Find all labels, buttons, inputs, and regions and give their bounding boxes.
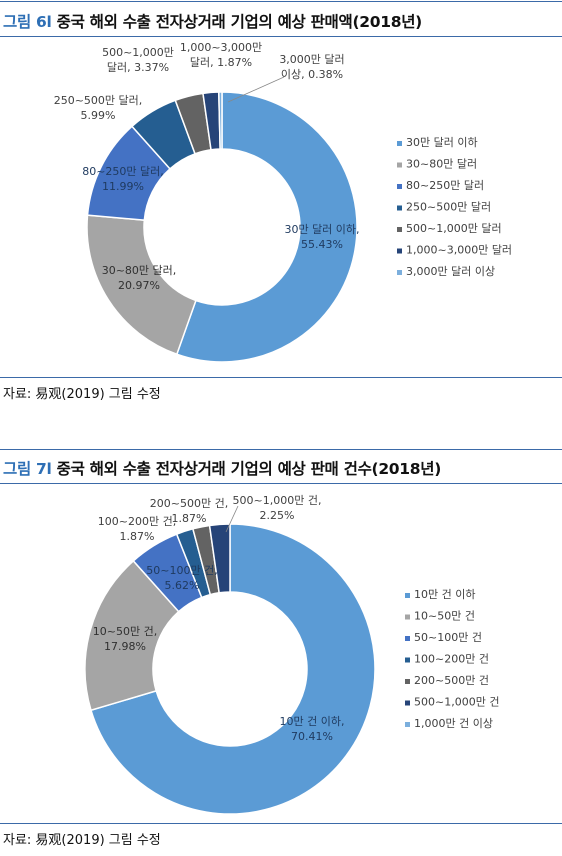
chart-7-legend-item-1: 10~50만 건	[414, 610, 475, 623]
figure-7-prefix: 그림	[3, 460, 31, 478]
chart-6-legend-item-0: 30만 달러 이하	[406, 135, 478, 149]
chart-7-data-label-4: 200~500만 건, 1.87%	[150, 497, 228, 525]
figure-6-title-text: 중국 해외 수출 전자상거래 기업의 예상 판매액(2018년)	[56, 13, 423, 31]
figure-7-number: 7	[36, 460, 47, 478]
chart-7-legend-swatch-0	[405, 593, 410, 598]
chart-6-legend-item-4: 500~1,000만 달러	[406, 222, 502, 235]
chart-7-data-label-5: 500~1,000만 건, 2.25%	[233, 494, 322, 522]
chart-7-data-label-2: 50~100만 건, 5.62%	[146, 564, 217, 592]
figure-7-title-rule	[0, 483, 562, 484]
chart-7-legend-item-2: 50~100만 건	[414, 631, 482, 644]
figure-7-bottom-rule	[0, 823, 562, 824]
chart-6-legend-swatch-0	[397, 141, 402, 146]
chart-6-legend-swatch-1	[397, 162, 402, 168]
chart-6-legend-swatch-2	[397, 184, 402, 189]
chart-7-slice-0	[90, 523, 376, 815]
chart-6-legend-item-6: 3,000만 달러 이상	[406, 265, 495, 278]
figure-7-title-text: 중국 해외 수출 전자상거래 기업의 예상 판매 건수(2018년)	[56, 460, 442, 478]
chart-6-slice-1	[86, 214, 197, 356]
top-rule	[0, 1, 562, 2]
figure-6-separator: l	[46, 13, 52, 31]
chart-7: 10만 건 이하, 70.41% 10~50만 건, 17.98% 50~100만 건,…	[84, 494, 499, 815]
chart-6-legend-swatch-4	[397, 227, 402, 232]
chart-6-legend-item-3: 250~500만 달러	[406, 201, 491, 214]
chart-6-data-label-5: 1,000~3,000만 달러, 1.87%	[180, 41, 262, 69]
chart-7-legend-swatch-2	[405, 636, 410, 641]
figure-6-source: 자료: 易观(2019) 그림 수정	[3, 387, 161, 402]
chart-7-data-label-1: 10~50만 건, 17.98%	[93, 625, 157, 653]
chart-6-legend-swatch-5	[397, 248, 402, 254]
figure-6-bottom-rule	[0, 377, 562, 378]
chart-6-legend-item-2: 80~250만 달러	[406, 179, 484, 192]
chart-7-data-label-0: 10만 건 이하, 70.41%	[280, 714, 345, 743]
chart-6-legend-swatch-3	[397, 205, 402, 211]
chart-7-legend-swatch-3	[405, 657, 410, 663]
figure-6-title: 그림 6l 중국 해외 수출 전자상거래 기업의 예상 판매액(2018년)	[3, 10, 422, 32]
figure-7-separator: l	[46, 460, 52, 478]
chart-6-data-label-4: 500~1,000만 달러, 3.37%	[102, 46, 174, 74]
chart-6-legend-item-1: 30~80만 달러	[406, 158, 477, 171]
figure-7-source: 자료: 易观(2019) 그림 수정	[3, 833, 161, 848]
chart-7-legend-swatch-6	[405, 722, 410, 727]
figure-7-title: 그림 7l 중국 해외 수출 전자상거래 기업의 예상 판매 건수(2018년)	[3, 457, 441, 479]
chart-6-data-label-1: 30~80만 달러, 20.97%	[102, 264, 177, 292]
chart-6-legend-item-5: 1,000~3,000만 달러	[406, 244, 512, 257]
figure-6-number: 6	[36, 13, 47, 31]
chart-7-label-leader-5	[225, 505, 239, 533]
chart-7-legend-item-6: 1,000만 건 이상	[414, 717, 493, 730]
figure-6-title-rule	[0, 36, 562, 37]
chart-6-slice-0	[175, 91, 358, 363]
chart-7-legend-item-4: 200~500만 건	[414, 674, 489, 687]
chart-6-label-leader-6	[227, 76, 285, 103]
chart-6-legend-swatch-6	[397, 270, 402, 275]
chart-7-data-label-3: 100~200만 건, 1.87%	[98, 515, 176, 543]
chart-7-legend-swatch-1	[405, 614, 410, 620]
chart-6-slice-6	[218, 91, 223, 150]
chart-7-slice-1	[84, 559, 180, 712]
chart-7-legend-swatch-4	[405, 679, 410, 684]
chart-7-slice-5	[208, 523, 231, 594]
chart-6: 30만 달러 이하, 55.43% 30~80만 달러, 20.97% 80~250만 …	[54, 41, 512, 363]
chart-6-data-label-2: 80~250만 달러, 11.99%	[82, 165, 164, 193]
chart-6-data-label-0: 30만 달러 이하, 55.43%	[284, 222, 359, 251]
chart-7-legend-swatch-5	[405, 700, 410, 706]
chart-6-data-label-6: 3,000만 달러 이상, 0.38%	[279, 53, 344, 81]
figure-7-top-rule	[0, 449, 562, 450]
chart-7-legend-item-0: 10만 건 이하	[414, 587, 475, 601]
chart-7-legend-item-5: 500~1,000만 건	[414, 696, 499, 709]
chart-6-data-label-3: 250~500만 달러, 5.99%	[54, 94, 143, 122]
figure-6-prefix: 그림	[3, 13, 31, 31]
chart-7-legend-item-3: 100~200만 건	[414, 653, 489, 666]
